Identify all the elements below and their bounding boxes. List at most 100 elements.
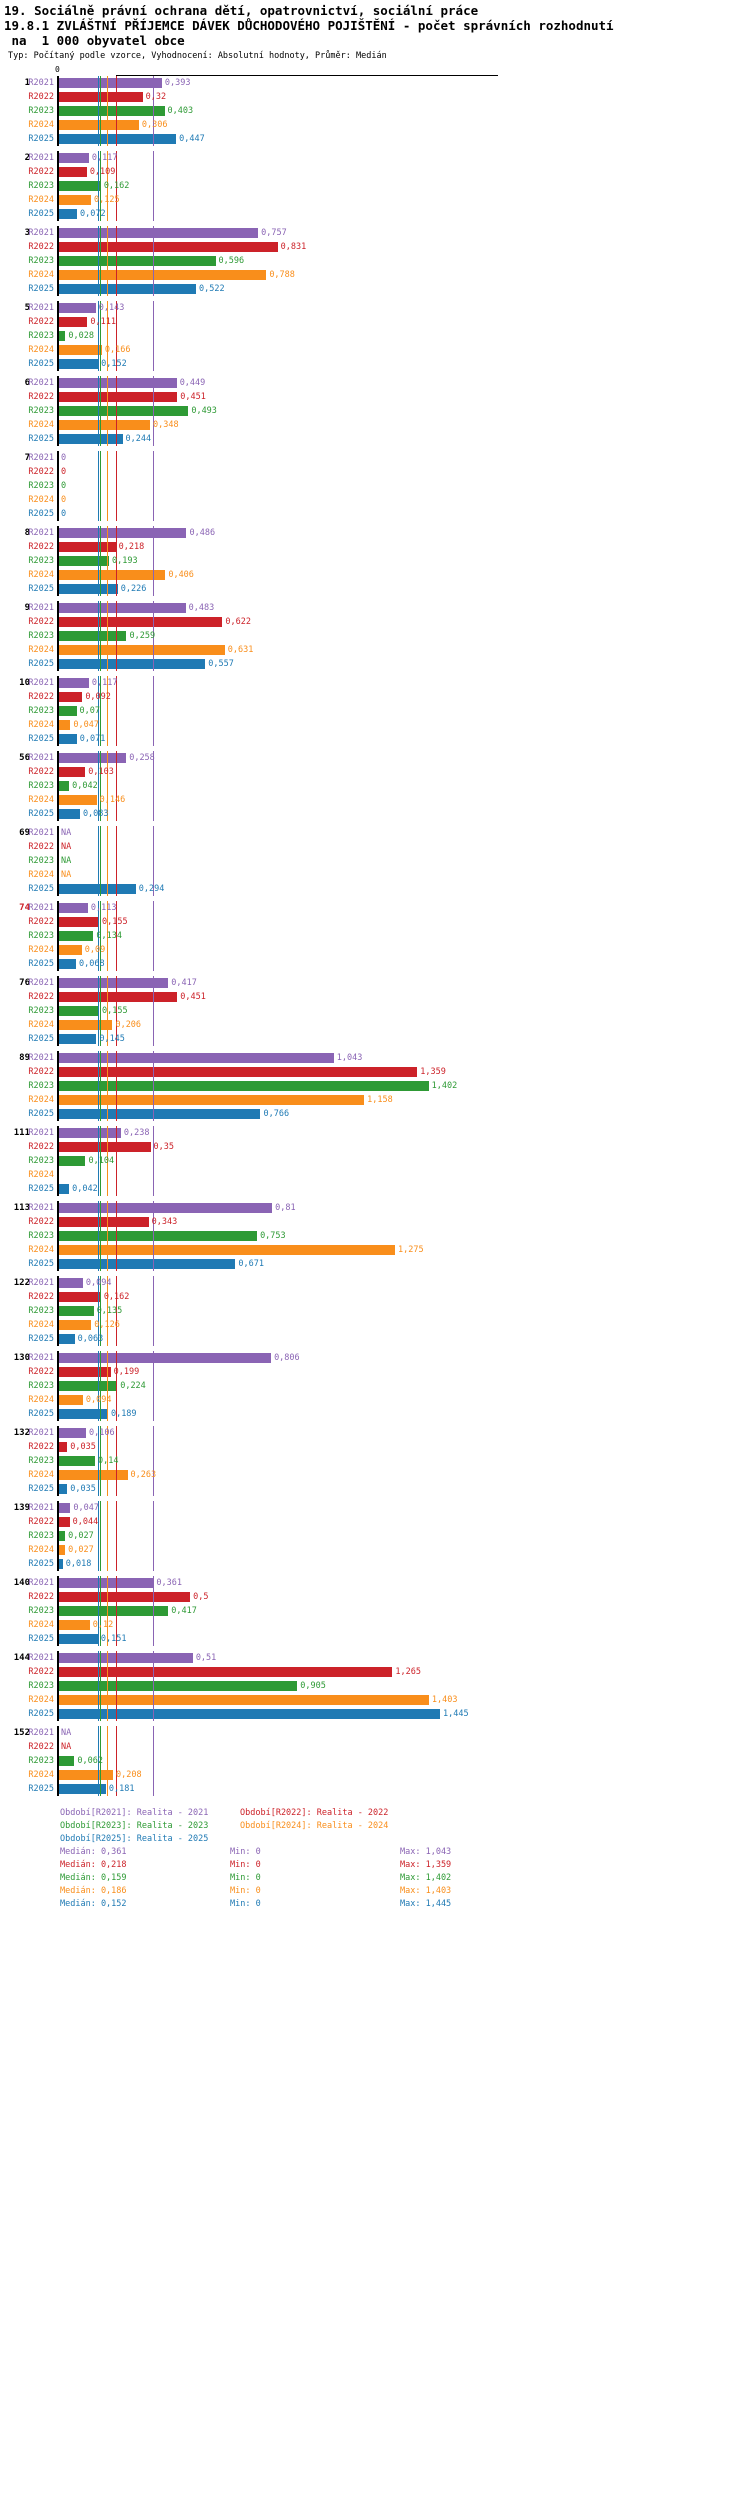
- bar-r2022: [58, 1517, 70, 1527]
- table-row: R2023 NA: [0, 854, 750, 868]
- median-line-r2021: [153, 1004, 155, 1018]
- value-label: 0: [61, 481, 67, 491]
- table-row: R2024 0,166: [0, 343, 750, 357]
- zero-axis-line: [57, 1093, 59, 1107]
- legend-item-r2022: Období[R2022]: Realita - 2022: [240, 1808, 389, 1818]
- value-label: 1,359: [420, 1067, 446, 1077]
- bar-r2023: [58, 1006, 99, 1016]
- zero-axis-line: [57, 1782, 59, 1796]
- median-line-r2023: [100, 1407, 102, 1421]
- bar-r2024: [58, 1695, 429, 1705]
- value-label: 0,557: [208, 659, 234, 669]
- bar-r2025: [58, 884, 136, 894]
- median-line-r2022: [115, 1740, 117, 1754]
- median-line-r2021: [153, 943, 155, 957]
- zero-axis-line: [57, 329, 59, 343]
- median-line-r2021: [153, 1318, 155, 1332]
- table-row: R2022 0,035: [0, 1440, 750, 1454]
- zero-axis-line: [57, 1557, 59, 1571]
- table-row: 113 R2021 0,81: [0, 1201, 750, 1215]
- median-line-r2023: [100, 1201, 102, 1215]
- median-line-r2025: [98, 1693, 100, 1707]
- bar-r2023: [58, 181, 101, 191]
- zero-axis-line: [57, 90, 59, 104]
- stats-row: Medián: 0,152 Min: 0 Max: 1,445: [0, 1898, 750, 1911]
- median-line-r2024: [107, 526, 109, 540]
- table-row: R2022 0,32: [0, 90, 750, 104]
- value-label: 0,094: [85, 1395, 112, 1405]
- table-row: R2024 NA: [0, 868, 750, 882]
- table-row: 132 R2021 0,106: [0, 1426, 750, 1440]
- median-line-r2022: [115, 1543, 117, 1557]
- value-label: 0,134: [96, 931, 123, 941]
- median-line-r2021: [153, 554, 155, 568]
- table-row: 130 R2021 0,806: [0, 1351, 750, 1365]
- median-line-r2024: [107, 1140, 109, 1154]
- median-line-r2025: [98, 807, 100, 821]
- series-label-r2022: R2022: [28, 167, 54, 177]
- median-line-r2021: [153, 540, 155, 554]
- median-line-r2021: [153, 615, 155, 629]
- bar-r2022: [58, 167, 87, 177]
- median-line-r2022: [115, 1515, 117, 1529]
- median-line-r2023: [100, 1365, 102, 1379]
- median-line-r2025: [98, 376, 100, 390]
- table-row: R2025 0,189: [0, 1407, 750, 1421]
- median-line-r2022: [115, 1590, 117, 1604]
- median-line-r2022: [115, 929, 117, 943]
- median-line-r2021: [153, 465, 155, 479]
- median-line-r2021: [153, 868, 155, 882]
- value-label: 0,208: [115, 1770, 142, 1780]
- bar-r2025: [58, 1634, 98, 1644]
- value-label: 0,449: [179, 378, 206, 388]
- table-row: R2022 0,109: [0, 165, 750, 179]
- median-line-r2024: [107, 1740, 109, 1754]
- table-row: 9 R2021 0,483: [0, 601, 750, 615]
- zero-axis-line: [57, 357, 59, 371]
- median-line-r2023: [100, 868, 102, 882]
- chart-group: 7 R2021 0 R2022 0 R2023 0 R2024 0 R2025 0: [0, 451, 750, 526]
- bar-chart: 0 1 R2021 0,393 R2022 0,32 R2023 0,403 R2024 0,30…: [0, 66, 750, 1801]
- median-line-r2022: [115, 582, 117, 596]
- median-line-r2022: [115, 1304, 117, 1318]
- value-label: 0,044: [72, 1517, 99, 1527]
- value-label: 0,111: [90, 317, 116, 327]
- median-line-r2023: [100, 826, 102, 840]
- series-label-r2023: R2023: [28, 1306, 54, 1316]
- chart-group: 130 R2021 0,806 R2022 0,199 R2023 0,224 R2024 0,…: [0, 1351, 750, 1426]
- median-line-r2021: [153, 404, 155, 418]
- table-row: R2025 0,063: [0, 1332, 750, 1346]
- median-line-r2021: [153, 1257, 155, 1271]
- zero-axis-line: [57, 1740, 59, 1754]
- zero-axis-line: [57, 732, 59, 746]
- median-line-r2023: [100, 854, 102, 868]
- median-line-r2024: [107, 1604, 109, 1618]
- median-line-r2023: [100, 1454, 102, 1468]
- value-label: 1,402: [431, 1081, 458, 1091]
- median-line-r2022: [115, 1426, 117, 1440]
- median-line-r2021: [153, 915, 155, 929]
- bar-r2021: [58, 903, 88, 913]
- median-line-r2021: [153, 854, 155, 868]
- median-line-r2024: [107, 868, 109, 882]
- value-label: 0,193: [112, 556, 138, 566]
- bar-r2024: [58, 1545, 66, 1555]
- median-line-r2025: [98, 1107, 100, 1121]
- series-label-r2024: R2024: [28, 495, 54, 505]
- value-label: 0,162: [103, 1292, 130, 1302]
- median-line-r2024: [107, 1782, 109, 1796]
- chart-group: 2 R2021 0,117 R2022 0,109 R2023 0,162 R2024 0,12…: [0, 151, 750, 226]
- median-line-r2024: [107, 1707, 109, 1721]
- series-label-r2023: R2023: [28, 856, 54, 866]
- bar-r2023: [58, 331, 66, 341]
- chart-group: 76 R2021 0,417 R2022 0,451 R2023 0,155 R2024 0,2…: [0, 976, 750, 1051]
- median-line-r2022: [115, 1726, 117, 1740]
- median-line-r2021: [153, 90, 155, 104]
- series-label-r2025: R2025: [28, 734, 54, 744]
- median-line-r2025: [98, 1351, 100, 1365]
- median-line-r2023: [100, 1726, 102, 1740]
- median-line-r2024: [107, 465, 109, 479]
- bar-r2023: [58, 106, 165, 116]
- value-label: 0,083: [82, 809, 109, 819]
- bar-r2024: [58, 645, 225, 655]
